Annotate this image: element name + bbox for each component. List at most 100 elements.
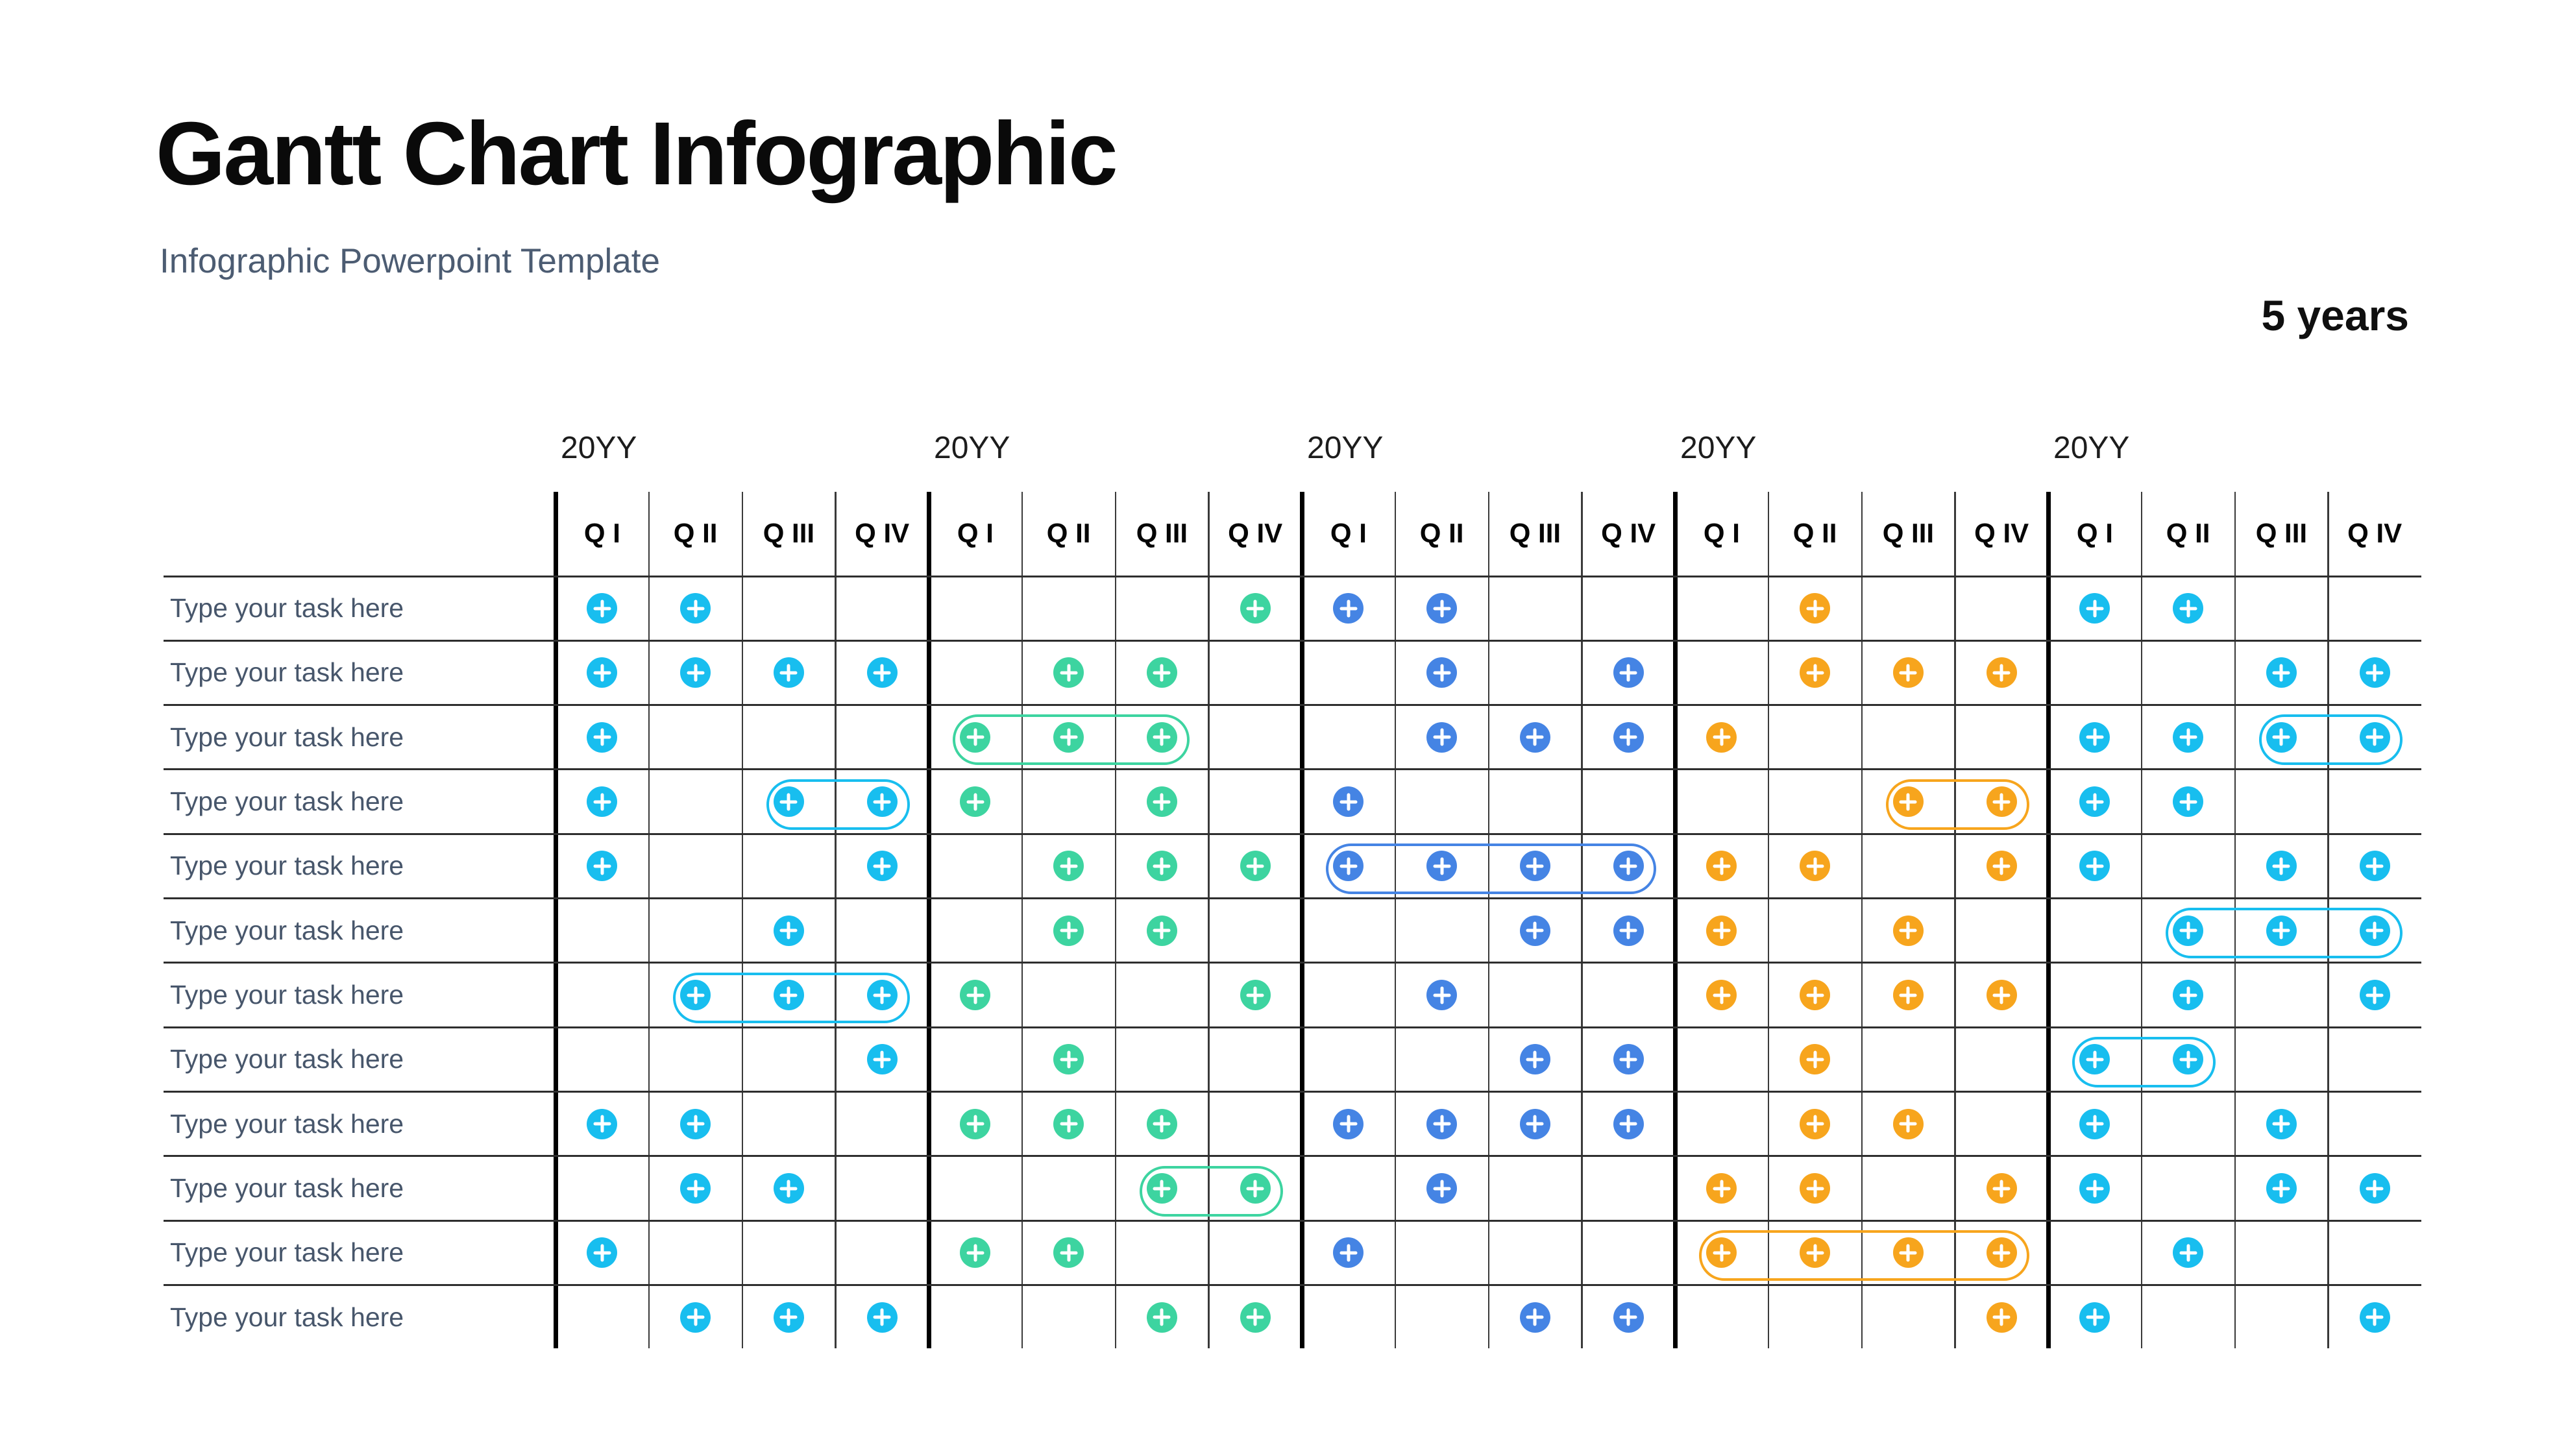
task-marker-plus-icon[interactable] [1333,851,1364,882]
task-marker-plus-icon[interactable] [1519,1302,1550,1333]
task-marker-plus-icon[interactable] [866,1302,898,1333]
task-marker-plus-icon[interactable] [1986,786,2017,818]
task-marker-plus-icon[interactable] [1426,1108,1458,1139]
task-pill[interactable] [1699,1230,2029,1281]
task-marker-plus-icon[interactable] [773,657,804,688]
task-marker-plus-icon[interactable] [1706,980,1737,1011]
task-marker-plus-icon[interactable] [2173,980,2204,1011]
task-marker-plus-icon[interactable] [1146,915,1177,946]
task-marker-plus-icon[interactable] [1519,915,1550,946]
task-marker-plus-icon[interactable] [2079,1108,2110,1139]
task-marker-plus-icon[interactable] [2173,722,2204,753]
task-marker-plus-icon[interactable] [866,1044,898,1075]
task-marker-plus-icon[interactable] [587,786,618,818]
task-marker-plus-icon[interactable] [1240,1302,1271,1333]
task-marker-plus-icon[interactable] [1986,980,2017,1011]
task-marker-plus-icon[interactable] [1519,1044,1550,1075]
task-marker-plus-icon[interactable] [587,593,618,624]
task-marker-plus-icon[interactable] [2266,1108,2297,1139]
task-marker-plus-icon[interactable] [1706,915,1737,946]
year-label[interactable]: 20YY [561,431,637,465]
task-marker-plus-icon[interactable] [1146,722,1177,753]
task-marker-plus-icon[interactable] [587,1237,618,1268]
task-marker-plus-icon[interactable] [1333,593,1364,624]
task-marker-plus-icon[interactable] [1333,786,1364,818]
task-pill[interactable] [953,714,1190,766]
task-marker-plus-icon[interactable] [1613,851,1644,882]
task-marker-plus-icon[interactable] [1426,657,1458,688]
task-marker-plus-icon[interactable] [1146,657,1177,688]
task-marker-plus-icon[interactable] [1333,1237,1364,1268]
task-marker-plus-icon[interactable] [1892,1108,1924,1139]
task-marker-plus-icon[interactable] [1053,722,1084,753]
year-label[interactable]: 20YY [2053,431,2130,465]
task-marker-plus-icon[interactable] [1146,1108,1177,1139]
task-marker-plus-icon[interactable] [1240,851,1271,882]
task-marker-plus-icon[interactable] [866,657,898,688]
task-marker-plus-icon[interactable] [1333,1108,1364,1139]
task-marker-plus-icon[interactable] [1800,851,1831,882]
task-marker-plus-icon[interactable] [2079,1302,2110,1333]
task-marker-plus-icon[interactable] [1986,1237,2017,1268]
task-marker-plus-icon[interactable] [1986,1302,2017,1333]
task-marker-plus-icon[interactable] [2173,1237,2204,1268]
task-marker-plus-icon[interactable] [1892,915,1924,946]
task-marker-plus-icon[interactable] [1240,593,1271,624]
task-marker-plus-icon[interactable] [587,722,618,753]
task-label[interactable]: Type your task here [170,786,404,816]
task-label[interactable]: Type your task here [170,593,404,623]
task-pill[interactable] [2258,714,2403,766]
task-marker-plus-icon[interactable] [2266,851,2297,882]
task-marker-plus-icon[interactable] [2266,722,2297,753]
task-marker-plus-icon[interactable] [2173,593,2204,624]
task-pill[interactable] [2072,1036,2216,1087]
task-marker-plus-icon[interactable] [2079,786,2110,818]
task-marker-plus-icon[interactable] [1800,1173,1831,1204]
task-marker-plus-icon[interactable] [1240,1173,1271,1204]
task-marker-plus-icon[interactable] [2266,915,2297,946]
task-marker-plus-icon[interactable] [1240,980,1271,1011]
task-pill[interactable] [2166,908,2403,959]
task-marker-plus-icon[interactable] [680,657,711,688]
task-marker-plus-icon[interactable] [1053,915,1084,946]
task-label[interactable]: Type your task here [170,915,404,945]
task-marker-plus-icon[interactable] [1800,980,1831,1011]
task-marker-plus-icon[interactable] [773,1302,804,1333]
task-marker-plus-icon[interactable] [1986,1173,2017,1204]
task-marker-plus-icon[interactable] [1613,1044,1644,1075]
task-marker-plus-icon[interactable] [2173,786,2204,818]
task-marker-plus-icon[interactable] [1800,1108,1831,1139]
task-marker-plus-icon[interactable] [1519,1108,1550,1139]
task-marker-plus-icon[interactable] [2173,1044,2204,1075]
task-marker-plus-icon[interactable] [2079,1044,2110,1075]
task-label[interactable]: Type your task here [170,1108,404,1139]
task-pill[interactable] [673,972,910,1023]
task-marker-plus-icon[interactable] [1706,722,1737,753]
task-marker-plus-icon[interactable] [1053,851,1084,882]
task-marker-plus-icon[interactable] [2359,1302,2390,1333]
task-marker-plus-icon[interactable] [2079,722,2110,753]
task-pill[interactable] [766,779,910,830]
task-marker-plus-icon[interactable] [1986,657,2017,688]
task-marker-plus-icon[interactable] [960,1108,991,1139]
task-marker-plus-icon[interactable] [2079,851,2110,882]
task-marker-plus-icon[interactable] [2359,1173,2390,1204]
task-marker-plus-icon[interactable] [2359,915,2390,946]
task-marker-plus-icon[interactable] [1146,851,1177,882]
task-marker-plus-icon[interactable] [680,1173,711,1204]
task-marker-plus-icon[interactable] [1800,593,1831,624]
task-marker-plus-icon[interactable] [866,851,898,882]
task-label[interactable]: Type your task here [170,1237,404,1268]
task-marker-plus-icon[interactable] [1053,1044,1084,1075]
task-marker-plus-icon[interactable] [587,657,618,688]
task-marker-plus-icon[interactable] [680,1302,711,1333]
task-marker-plus-icon[interactable] [1426,851,1458,882]
task-marker-plus-icon[interactable] [1706,1173,1737,1204]
task-marker-plus-icon[interactable] [866,786,898,818]
task-marker-plus-icon[interactable] [2079,1173,2110,1204]
task-marker-plus-icon[interactable] [1519,851,1550,882]
task-marker-plus-icon[interactable] [960,722,991,753]
year-label[interactable]: 20YY [1307,431,1384,465]
task-marker-plus-icon[interactable] [2266,1173,2297,1204]
task-marker-plus-icon[interactable] [1613,1108,1644,1139]
